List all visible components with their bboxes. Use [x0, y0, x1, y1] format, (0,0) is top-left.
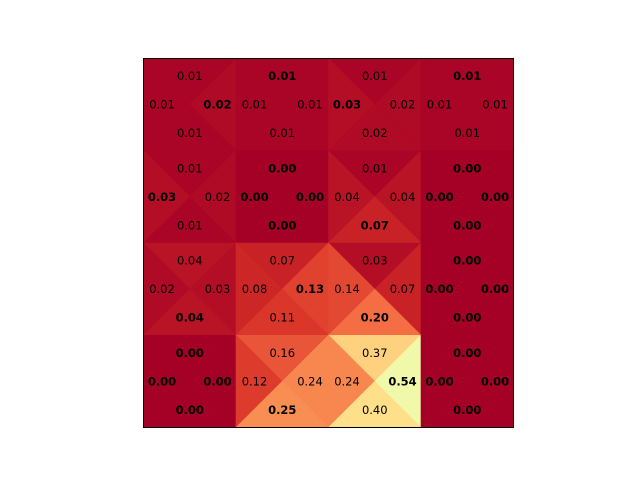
value-label-r0-c0-left: 0.01: [149, 98, 175, 112]
value-label-r0-c1-right: 0.01: [297, 98, 323, 112]
value-label-r2-c1-bottom: 0.11: [269, 311, 295, 325]
value-label-r2-c2-top: 0.03: [362, 254, 388, 268]
cells-layer: [142, 57, 515, 429]
value-label-r2-c2-left: 0.14: [334, 282, 360, 296]
value-label-r1-c2-right: 0.04: [390, 190, 416, 204]
value-label-r1-c1-left: 0.00: [240, 190, 268, 204]
value-label-r3-c3-bottom: 0.00: [453, 403, 481, 417]
value-label-r0-c0-bottom: 0.01: [177, 126, 203, 140]
value-label-r1-c2-bottom: 0.07: [361, 218, 389, 232]
value-label-r1-c1-bottom: 0.00: [268, 218, 296, 232]
value-label-r0-c3-left: 0.01: [427, 98, 453, 112]
value-label-r0-c1-left: 0.01: [242, 98, 268, 112]
value-label-r3-c1-bottom: 0.25: [268, 403, 296, 417]
value-label-r2-c0-bottom: 0.04: [176, 311, 204, 325]
plot-frame: [143, 58, 514, 428]
value-label-r3-c2-left: 0.24: [334, 374, 360, 388]
labels-layer: 0.010.01 0.020.010.010.01 0.010.010.010.03…: [148, 69, 509, 417]
value-label-r2-c3-top: 0.00: [453, 254, 481, 268]
value-label-r2-c3-left: 0.00: [425, 282, 453, 296]
value-label-r2-c0-left: 0.02: [149, 282, 175, 296]
value-label-r2-c0-top: 0.04: [177, 254, 203, 268]
value-label-r1-c3-left: 0.00: [425, 190, 453, 204]
value-label-r3-c1-right: 0.24: [297, 374, 323, 388]
value-label-r1-c3-bottom: 0.00: [453, 218, 481, 232]
value-label-r1-c2-top: 0.01: [362, 161, 388, 175]
value-label-r0-c1-top: 0.01: [268, 69, 296, 83]
value-label-r0-c2-right: 0.02: [390, 98, 416, 112]
value-label-r2-c3-bottom: 0.00: [453, 311, 481, 325]
value-label-r3-c2-top: 0.37: [362, 346, 388, 360]
value-label-r3-c3-right: 0.00: [481, 374, 509, 388]
value-label-r3-c0-top: 0.00: [176, 346, 204, 360]
value-label-r3-c0-bottom: 0.00: [176, 403, 204, 417]
value-label-r1-c3-right: 0.00: [481, 190, 509, 204]
value-label-r0-c1-bottom: 0.01: [269, 126, 295, 140]
value-label-r3-c3-left: 0.00: [425, 374, 453, 388]
value-label-r0-c2-bottom: 0.02: [362, 126, 388, 140]
value-label-r2-c2-bottom: 0.20: [361, 311, 389, 325]
value-label-r2-c1-top: 0.07: [269, 254, 295, 268]
value-label-r2-c0-right: 0.03: [205, 282, 231, 296]
value-label-r3-c2-right: 0.54: [388, 374, 416, 388]
value-label-r3-c1-top: 0.16: [269, 346, 295, 360]
value-label-r1-c1-right: 0.00: [296, 190, 324, 204]
value-label-r0-c0-right: 0.02: [203, 98, 231, 112]
value-label-r2-c2-right: 0.07: [390, 282, 416, 296]
value-label-r1-c0-left: 0.03: [148, 190, 176, 204]
value-label-r2-c1-left: 0.08: [242, 282, 268, 296]
value-label-r3-c3-top: 0.00: [453, 346, 481, 360]
value-label-r3-c1-left: 0.12: [242, 374, 268, 388]
value-label-r1-c0-right: 0.02: [205, 190, 231, 204]
value-label-r1-c0-bottom: 0.01: [177, 218, 203, 232]
value-label-r0-c2-top: 0.01: [362, 69, 388, 83]
value-label-r2-c3-right: 0.00: [481, 282, 509, 296]
value-label-r3-c2-bottom: 0.40: [362, 403, 388, 417]
value-label-r3-c0-right: 0.00: [203, 374, 231, 388]
value-label-r1-c1-top: 0.00: [268, 161, 296, 175]
value-label-r0-c0-top: 0.01: [177, 69, 203, 83]
value-label-r0-c3-bottom: 0.01: [454, 126, 480, 140]
value-label-r0-c3-right: 0.01: [482, 98, 508, 112]
value-label-r1-c2-left: 0.04: [334, 190, 360, 204]
value-label-r1-c0-top: 0.01: [177, 161, 203, 175]
value-label-r0-c3-top: 0.01: [453, 69, 481, 83]
value-label-r2-c1-right: 0.13: [296, 282, 324, 296]
value-label-r0-c2-left: 0.03: [333, 98, 361, 112]
value-label-r3-c0-left: 0.00: [148, 374, 176, 388]
value-label-r1-c3-top: 0.00: [453, 161, 481, 175]
